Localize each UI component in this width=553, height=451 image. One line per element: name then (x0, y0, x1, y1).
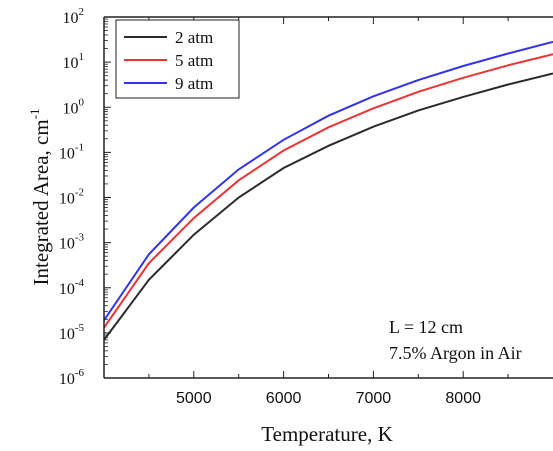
y-axis-label-text: Integrated Area, cm (29, 119, 53, 285)
y-tick-label: 10-1 (59, 141, 84, 162)
annotation-mixture: 7.5% Argon in Air (389, 343, 522, 363)
legend-label-2: 5 atm (175, 51, 213, 70)
series-line-2 (103, 53, 553, 329)
x-tick-label: 5000 (176, 390, 212, 407)
y-tick-label: 10-4 (59, 277, 85, 298)
y-tick-label: 10-5 (59, 322, 85, 343)
x-axis-label: Temperature, K (261, 422, 392, 446)
y-tick-label: 10-2 (59, 187, 84, 208)
y-axis-ticks: 10-6 10-5 10-4 10-3 10-2 10-1 100 101 102 (59, 6, 111, 388)
annotation-length: L = 12 cm (389, 317, 463, 337)
y-axis-label-exponent: -1 (27, 108, 42, 119)
annotations: L = 12 cm 7.5% Argon in Air (389, 317, 522, 363)
legend-label-1: 2 atm (175, 28, 213, 47)
y-tick-label: 102 (63, 6, 85, 27)
y-tick-label: 100 (63, 96, 85, 117)
y-tick-label: 10-6 (59, 367, 85, 388)
x-axis-ticks: 5000 6000 7000 8000 (148, 17, 509, 407)
legend-label-3: 9 atm (175, 74, 213, 93)
x-tick-label: 8000 (445, 390, 481, 407)
series-line-1 (103, 72, 553, 341)
x-tick-label: 6000 (266, 390, 302, 407)
y-tick-label: 101 (63, 51, 85, 72)
y-axis-label: Integrated Area, cm-1 (27, 108, 53, 285)
y-tick-label: 10-3 (59, 232, 85, 253)
series-line-3 (103, 40, 553, 321)
legend: 2 atm 5 atm 9 atm (115, 19, 240, 99)
series-lines (103, 40, 553, 341)
x-tick-label: 7000 (356, 390, 392, 407)
